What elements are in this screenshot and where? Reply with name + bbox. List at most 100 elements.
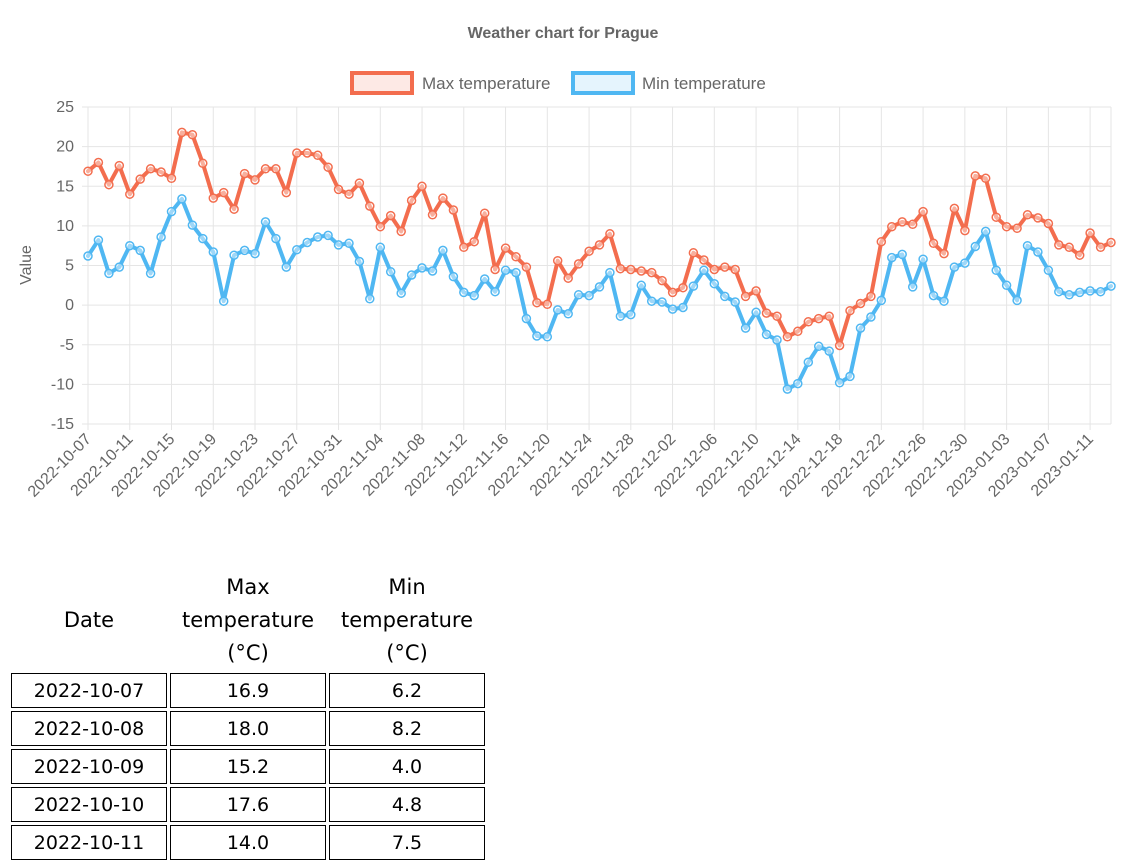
data-point-min[interactable] xyxy=(730,297,740,307)
data-point-min[interactable] xyxy=(93,235,104,245)
data-point-max[interactable] xyxy=(521,262,532,272)
data-point-max[interactable] xyxy=(657,275,667,286)
data-point-min[interactable] xyxy=(448,271,459,282)
data-point-min[interactable] xyxy=(584,290,594,301)
data-point-min[interactable] xyxy=(782,384,793,394)
data-point-max[interactable] xyxy=(532,297,542,308)
data-point-max[interactable] xyxy=(699,255,709,265)
data-point-min[interactable] xyxy=(667,304,678,314)
data-point-min[interactable] xyxy=(751,307,761,318)
data-point-min[interactable] xyxy=(552,305,563,315)
data-point-min[interactable] xyxy=(887,252,897,263)
data-point-min[interactable] xyxy=(939,296,949,306)
data-point-min[interactable] xyxy=(594,282,605,292)
data-point-max[interactable] xyxy=(511,252,521,262)
data-point-min[interactable] xyxy=(678,302,688,313)
data-point-max[interactable] xyxy=(1064,242,1074,253)
data-point-max[interactable] xyxy=(469,236,479,247)
data-point-max[interactable] xyxy=(302,148,312,158)
data-point-max[interactable] xyxy=(751,286,761,296)
data-point-max[interactable] xyxy=(438,193,448,203)
data-point-max[interactable] xyxy=(333,184,344,195)
data-point-max[interactable] xyxy=(1022,210,1033,220)
data-point-min[interactable] xyxy=(396,288,406,298)
data-point-max[interactable] xyxy=(490,264,500,275)
data-point-min[interactable] xyxy=(845,371,855,382)
data-point-max[interactable] xyxy=(907,219,918,230)
data-point-max[interactable] xyxy=(552,255,563,266)
data-point-max[interactable] xyxy=(1074,250,1085,260)
data-point-max[interactable] xyxy=(229,204,239,214)
data-point-min[interactable] xyxy=(135,245,145,256)
data-point-min[interactable] xyxy=(114,262,125,272)
data-point-min[interactable] xyxy=(646,296,657,306)
data-point-max[interactable] xyxy=(605,229,615,239)
data-point-min[interactable] xyxy=(709,278,720,289)
data-point-max[interactable] xyxy=(761,308,772,318)
data-point-min[interactable] xyxy=(511,267,521,278)
data-point-min[interactable] xyxy=(354,256,365,267)
data-point-max[interactable] xyxy=(626,264,636,275)
data-point-max[interactable] xyxy=(125,189,135,199)
data-point-min[interactable] xyxy=(469,290,479,301)
legend-item-min[interactable]: Min temperature xyxy=(571,71,766,95)
data-point-max[interactable] xyxy=(688,248,699,258)
data-point-min[interactable] xyxy=(500,265,511,276)
data-point-max[interactable] xyxy=(824,311,834,321)
data-point-max[interactable] xyxy=(93,157,104,168)
data-point-min[interactable] xyxy=(636,280,647,291)
data-point-max[interactable] xyxy=(1085,228,1095,238)
data-point-max[interactable] xyxy=(271,164,281,174)
data-point-max[interactable] xyxy=(1106,237,1116,248)
data-point-min[interactable] xyxy=(312,232,323,242)
data-point-min[interactable] xyxy=(156,232,166,242)
data-point-max[interactable] xyxy=(239,168,250,179)
data-point-max[interactable] xyxy=(1043,218,1054,229)
data-point-min[interactable] xyxy=(761,329,772,340)
data-point-max[interactable] xyxy=(970,171,981,181)
data-point-min[interactable] xyxy=(720,291,730,302)
data-point-min[interactable] xyxy=(793,378,803,389)
data-point-max[interactable] xyxy=(83,166,93,176)
data-point-max[interactable] xyxy=(448,205,459,215)
data-point-min[interactable] xyxy=(699,265,709,276)
data-point-max[interactable] xyxy=(542,299,553,310)
data-point-max[interactable] xyxy=(594,240,605,250)
data-point-max[interactable] xyxy=(834,340,845,351)
data-point-min[interactable] xyxy=(1054,286,1064,297)
data-point-max[interactable] xyxy=(365,201,375,211)
data-point-min[interactable] xyxy=(897,249,907,260)
data-point-max[interactable] xyxy=(939,248,949,259)
data-point-min[interactable] xyxy=(250,248,260,259)
data-point-max[interactable] xyxy=(980,173,991,184)
data-point-max[interactable] xyxy=(427,210,438,220)
data-point-max[interactable] xyxy=(406,195,417,206)
data-point-max[interactable] xyxy=(1012,223,1022,234)
data-point-min[interactable] xyxy=(187,220,198,230)
data-point-min[interactable] xyxy=(218,296,229,306)
data-point-max[interactable] xyxy=(156,167,166,177)
data-point-min[interactable] xyxy=(813,341,824,352)
data-point-max[interactable] xyxy=(813,313,824,324)
data-point-max[interactable] xyxy=(114,160,125,171)
data-point-max[interactable] xyxy=(1095,242,1106,253)
data-point-max[interactable] xyxy=(646,267,657,278)
data-point-min[interactable] xyxy=(772,335,782,345)
data-point-min[interactable] xyxy=(292,244,302,255)
data-point-min[interactable] xyxy=(229,250,239,260)
data-point-max[interactable] xyxy=(897,217,907,227)
data-point-max[interactable] xyxy=(250,175,260,185)
data-point-max[interactable] xyxy=(845,305,855,316)
data-point-min[interactable] xyxy=(521,313,532,324)
data-point-min[interactable] xyxy=(573,290,584,300)
data-point-min[interactable] xyxy=(855,323,866,333)
data-point-min[interactable] xyxy=(1033,247,1043,257)
data-point-max[interactable] xyxy=(292,148,302,158)
data-point-min[interactable] xyxy=(1022,240,1033,251)
data-point-max[interactable] xyxy=(208,193,219,203)
data-point-max[interactable] xyxy=(177,127,187,138)
data-point-max[interactable] xyxy=(323,162,333,172)
data-point-max[interactable] xyxy=(260,164,271,174)
data-point-max[interactable] xyxy=(1033,213,1043,223)
data-point-min[interactable] xyxy=(970,241,981,252)
